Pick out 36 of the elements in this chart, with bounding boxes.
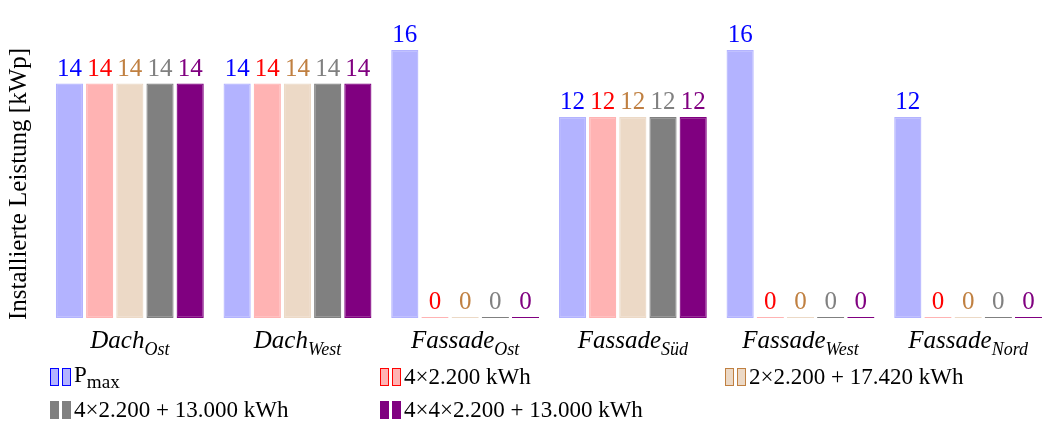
data-label: 14 xyxy=(87,53,113,81)
data-label: 0 xyxy=(428,287,442,315)
data-label: 0 xyxy=(961,287,975,315)
legend-label: 4×2.200 kWh xyxy=(404,364,531,391)
data-label: 14 xyxy=(345,53,371,81)
legend-label: P$_{max}$ xyxy=(74,362,120,393)
data-label: 14 xyxy=(56,53,83,81)
data-label: 12 xyxy=(590,87,616,115)
y-axis-title: Installierte Leistung [kWp] xyxy=(3,47,31,321)
data-label: 14 xyxy=(177,53,204,81)
legend-label: 4×4×2.200 + 13.000 kWh xyxy=(404,396,643,423)
data-label: 0 xyxy=(992,287,1005,315)
data-label: 12 xyxy=(650,87,676,115)
data-label: 0 xyxy=(458,287,472,315)
data-label: 0 xyxy=(794,287,807,315)
data-label: 12 xyxy=(680,87,706,115)
data-label: 14 xyxy=(285,53,311,81)
data-label: 14 xyxy=(254,53,281,81)
data-label: 14 xyxy=(117,53,143,81)
data-label: 16 xyxy=(727,20,753,48)
data-label: 0 xyxy=(824,287,837,315)
data-label: 12 xyxy=(895,87,921,115)
data-label: 0 xyxy=(1022,287,1035,315)
data-label: 16 xyxy=(392,20,418,48)
data-label: 14 xyxy=(224,53,251,81)
data-label: 12 xyxy=(620,87,646,115)
legend-label: 4×2.200 + 13.000 kWh xyxy=(74,396,289,423)
data-label: 0 xyxy=(764,287,777,315)
data-label: 0 xyxy=(931,287,945,315)
data-label: 14 xyxy=(147,53,174,81)
data-label: 14 xyxy=(315,53,341,81)
data-label: 0 xyxy=(854,287,868,315)
data-label: 12 xyxy=(559,87,585,115)
legend-label: 2×2.200 + 17.420 kWh xyxy=(749,364,964,391)
data-label: 0 xyxy=(519,287,532,315)
data-label: 0 xyxy=(489,287,502,315)
